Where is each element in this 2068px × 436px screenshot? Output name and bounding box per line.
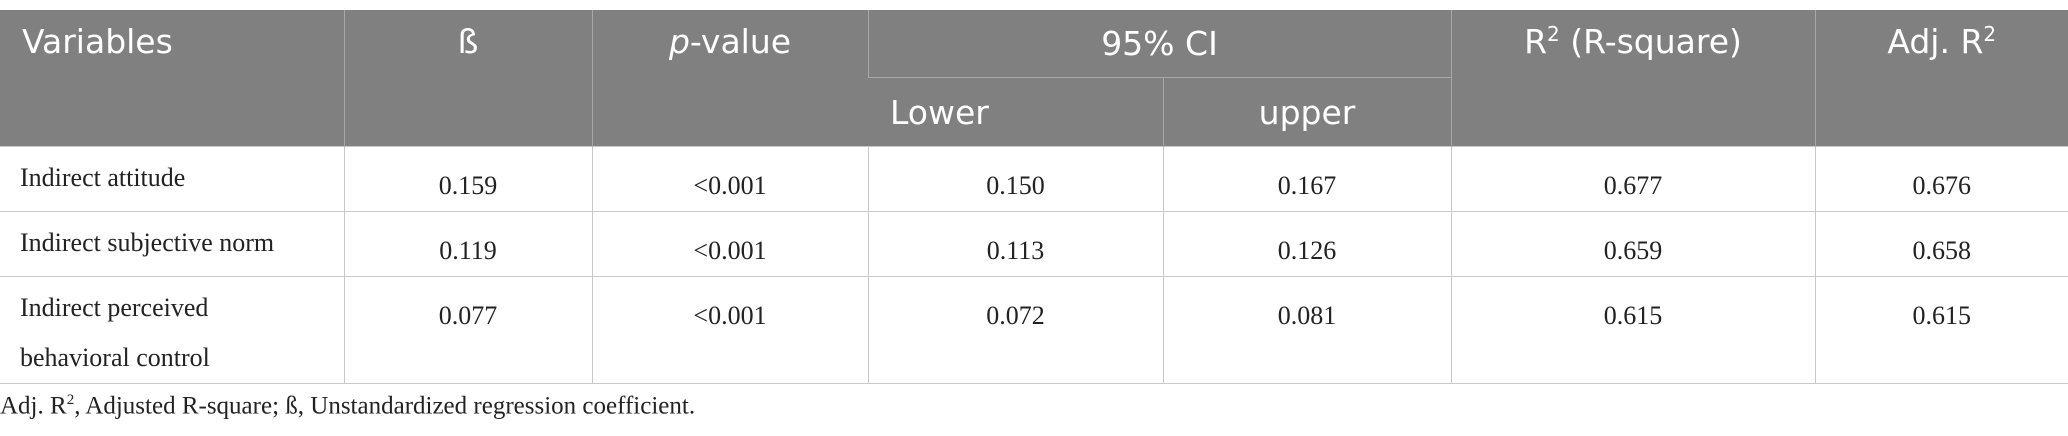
footnote-text: , Adjusted R-square; ß, Unstandardized r… bbox=[74, 392, 696, 420]
header-cell: 95% CI bbox=[867, 10, 1451, 78]
header-text: Variables bbox=[22, 22, 173, 61]
cell: 0.081 bbox=[1162, 276, 1452, 384]
table-body: Indirect attitude 0.159 <0.001 0.150 0.167 0.… bbox=[0, 146, 2068, 384]
cell: 0.167 bbox=[1162, 146, 1452, 212]
header-text: p bbox=[668, 22, 690, 61]
cell: 0.676 bbox=[1814, 146, 2068, 212]
cell: 0.150 bbox=[867, 146, 1164, 212]
header-sup: 2 bbox=[1547, 22, 1560, 46]
footnote: Adj. R2, Adjusted R-square; ß, Unstandar… bbox=[0, 392, 695, 420]
data-table: Variables ß p-value 95% CI R2 (R-square)… bbox=[0, 10, 2068, 384]
header-cell: Variables bbox=[0, 10, 344, 147]
header-text: 95% CI bbox=[1101, 24, 1218, 63]
row-label: Indirect subjective norm bbox=[0, 211, 345, 277]
row-label: Indirect attitude bbox=[0, 146, 345, 212]
cell: <0.001 bbox=[591, 211, 869, 277]
footnote-text: Adj. R bbox=[0, 392, 67, 420]
row-label: Indirect perceived behavioral control bbox=[0, 276, 345, 384]
table-row: Indirect attitude 0.159 <0.001 0.150 0.167 0.… bbox=[0, 146, 2068, 212]
table-row: Indirect subjective norm 0.119 <0.001 0.113… bbox=[0, 211, 2068, 277]
cell: 0.658 bbox=[1814, 211, 2068, 277]
cell: 0.126 bbox=[1162, 211, 1452, 277]
cell: <0.001 bbox=[591, 146, 869, 212]
header-text: R bbox=[1524, 22, 1548, 61]
cell: 0.072 bbox=[867, 276, 1164, 384]
table-row: Indirect perceived behavioral control 0.0… bbox=[0, 276, 2068, 384]
cell: 0.119 bbox=[343, 211, 593, 277]
cell: 0.659 bbox=[1450, 211, 1816, 277]
header-cell: ß bbox=[343, 10, 592, 147]
header-text: Adj. R bbox=[1887, 22, 1984, 61]
header-text: Lower bbox=[890, 92, 989, 132]
header-cell: Lower bbox=[868, 77, 1163, 147]
header-cell: R2 (R-square) bbox=[1450, 10, 1815, 147]
header-text: ß bbox=[457, 22, 479, 61]
header-cell: Adj. R2 bbox=[1814, 10, 2068, 147]
header-cell: p-value bbox=[591, 10, 868, 147]
cell: 0.615 bbox=[1450, 276, 1816, 384]
header-sup: 2 bbox=[1983, 22, 1997, 46]
header-text: -value bbox=[689, 22, 792, 61]
cell: 0.077 bbox=[343, 276, 593, 384]
cell: <0.001 bbox=[591, 276, 869, 384]
cell: 0.113 bbox=[867, 211, 1164, 277]
cell: 0.677 bbox=[1450, 146, 1816, 212]
footnote-sup: 2 bbox=[66, 392, 75, 408]
cell: 0.159 bbox=[343, 146, 593, 212]
header-text: upper bbox=[1258, 92, 1356, 132]
header-text: (R-square) bbox=[1559, 22, 1742, 61]
cell: 0.615 bbox=[1814, 276, 2068, 384]
header-cell: upper bbox=[1162, 77, 1451, 147]
